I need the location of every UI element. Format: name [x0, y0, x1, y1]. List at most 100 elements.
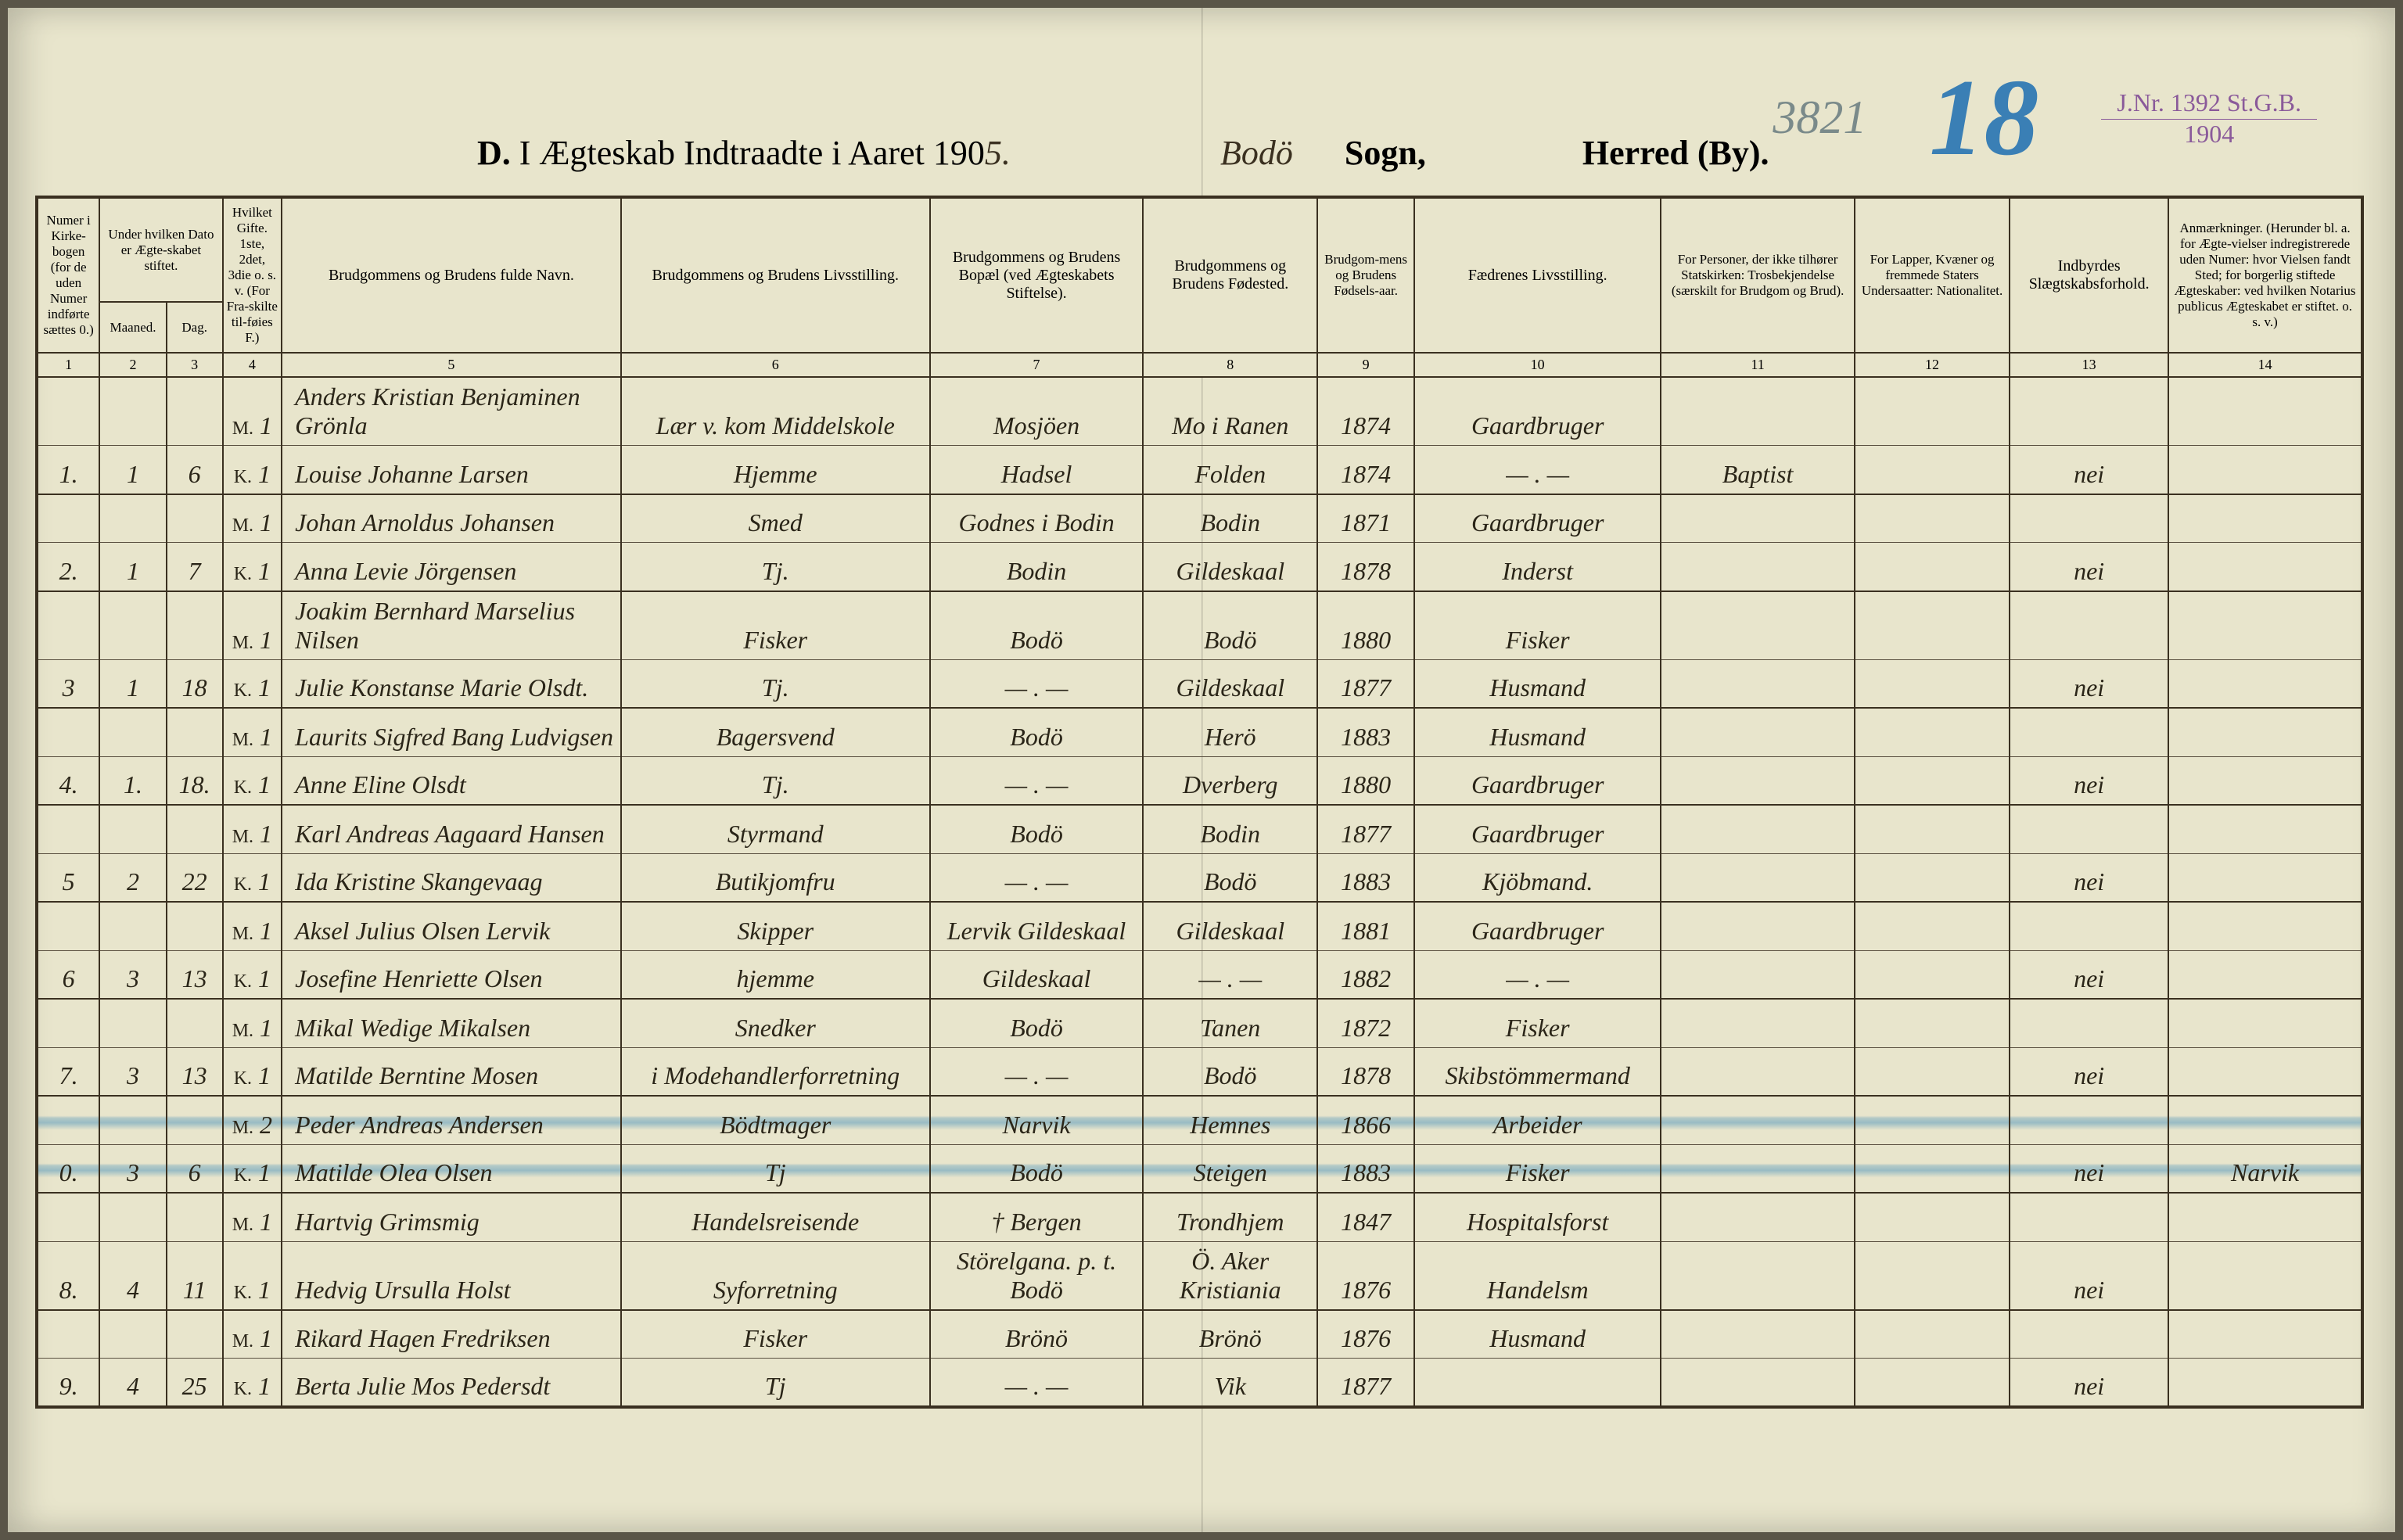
cell: Tj: [621, 1144, 930, 1193]
cell: [1855, 1047, 2010, 1096]
cell: Bodö: [930, 591, 1144, 660]
cell: Bodö: [930, 999, 1144, 1047]
cell: M. 1: [223, 805, 282, 853]
cell: K. 1: [223, 1359, 282, 1407]
cell: [2168, 1310, 2362, 1359]
cell: Bodö: [930, 805, 1144, 853]
cell: nei: [2010, 853, 2168, 902]
cell: 1883: [1317, 1144, 1414, 1193]
cell: [1855, 708, 2010, 756]
sogn-label: Sogn,: [1345, 134, 1426, 172]
col-number: 5: [282, 353, 621, 377]
cell: [1855, 1241, 2010, 1310]
cell: [2168, 999, 2362, 1047]
cell: [2168, 377, 2362, 446]
cell: Bodin: [1143, 494, 1317, 543]
col-2a-header: Under hvilken Dato er Ægte-skabet stifte…: [99, 197, 222, 302]
pencil-number: 3821: [1773, 91, 1866, 145]
col-3-header: Dag.: [167, 302, 223, 353]
cell: [1855, 377, 2010, 446]
jnr-label: J.Nr.: [2117, 88, 2164, 117]
jnr-number: 1392: [2171, 88, 2221, 117]
cell: 1877: [1317, 659, 1414, 708]
cell: Anna Levie Jörgensen: [282, 543, 621, 591]
col-12-header: For Lapper, Kvæner og fremmede Staters U…: [1855, 197, 2010, 353]
cell: Ida Kristine Skangevaag: [282, 853, 621, 902]
cell: [1661, 805, 1855, 853]
cell: [2168, 1096, 2362, 1144]
cell: Kjöbmand.: [1414, 853, 1661, 902]
parish-name: Bodö: [1220, 134, 1293, 172]
col-6-header: Brudgommens og Brudens Livsstilling.: [621, 197, 930, 353]
cell: Fisker: [1414, 999, 1661, 1047]
cell: Hjemme: [621, 446, 930, 494]
table-row: 5222K. 1Ida Kristine SkangevaagButikjomf…: [37, 853, 2362, 902]
col-number: 6: [621, 353, 930, 377]
col-8-header: Brudgommens og Brudens Fødested.: [1143, 197, 1317, 353]
cell: [1661, 1193, 1855, 1241]
cell: Narvik: [2168, 1144, 2362, 1193]
table-row: 9.425K. 1Berta Julie Mos PedersdtTj— . —…: [37, 1359, 2362, 1407]
cell: [2010, 1310, 2168, 1359]
col-number: 12: [1855, 353, 2010, 377]
cell: 1: [99, 543, 166, 591]
cell: Gaardbruger: [1414, 756, 1661, 805]
cell: Husmand: [1414, 708, 1661, 756]
cell: [2010, 1193, 2168, 1241]
cell: 1878: [1317, 1047, 1414, 1096]
cell: i Modehandlerforretning: [621, 1047, 930, 1096]
cell: 8.: [37, 1241, 99, 1310]
cell: 25: [167, 1359, 223, 1407]
cell: Styrmand: [621, 805, 930, 853]
cell: 1876: [1317, 1310, 1414, 1359]
col-number: 4: [223, 353, 282, 377]
cell: Hospitalsforst: [1414, 1193, 1661, 1241]
cell: [99, 1096, 166, 1144]
table-row: 7.313K. 1Matilde Berntine Moseni Modehan…: [37, 1047, 2362, 1096]
cell: Tj.: [621, 543, 930, 591]
cell: Fisker: [621, 1310, 930, 1359]
cell: 5: [37, 853, 99, 902]
ledger-page: 3821 18 J.Nr. 1392 St.G.B. 1904 D. I Ægt…: [8, 8, 2395, 1532]
cell: [1855, 756, 2010, 805]
cell: [37, 805, 99, 853]
cell: [1661, 659, 1855, 708]
cell: Tj: [621, 1359, 930, 1407]
cell: Fisker: [1414, 591, 1661, 660]
cell: Gaardbruger: [1414, 377, 1661, 446]
cell: Peder Andreas Andersen: [282, 1096, 621, 1144]
cell: Husmand: [1414, 659, 1661, 708]
cell: 4.: [37, 756, 99, 805]
cell: Herö: [1143, 708, 1317, 756]
cell: [37, 591, 99, 660]
cell: [37, 708, 99, 756]
cell: 7.: [37, 1047, 99, 1096]
cell: Brönö: [1143, 1310, 1317, 1359]
cell: Josefine Henriette Olsen: [282, 950, 621, 999]
cell: — . —: [1414, 446, 1661, 494]
cell: [2010, 805, 2168, 853]
cell: nei: [2010, 756, 2168, 805]
cell: [1855, 805, 2010, 853]
cell: nei: [2010, 1144, 2168, 1193]
registration-stamp: J.Nr. 1392 St.G.B. 1904: [2101, 87, 2317, 149]
cell: [99, 1193, 166, 1241]
cell: 18: [167, 659, 223, 708]
cell: 1880: [1317, 756, 1414, 805]
cell: 3: [99, 950, 166, 999]
cell: 4: [99, 1359, 166, 1407]
cell: Husmand: [1414, 1310, 1661, 1359]
cell: [1855, 659, 2010, 708]
table-row: M. 1Mikal Wedige MikalsenSnedkerBodöTane…: [37, 999, 2362, 1047]
cell: Louise Johanne Larsen: [282, 446, 621, 494]
cell: K. 1: [223, 1241, 282, 1310]
cell: [1661, 494, 1855, 543]
table-row: 3118K. 1Julie Konstanse Marie Olsdt.Tj.—…: [37, 659, 2362, 708]
cell: 3: [99, 1144, 166, 1193]
cell: [2010, 377, 2168, 446]
col-number: 2: [99, 353, 166, 377]
cell: [2168, 756, 2362, 805]
cell: Julie Konstanse Marie Olsdt.: [282, 659, 621, 708]
cell: [2168, 494, 2362, 543]
col-4-header: Hvilket Gifte. 1ste, 2det, 3die o. s. v.…: [223, 197, 282, 353]
